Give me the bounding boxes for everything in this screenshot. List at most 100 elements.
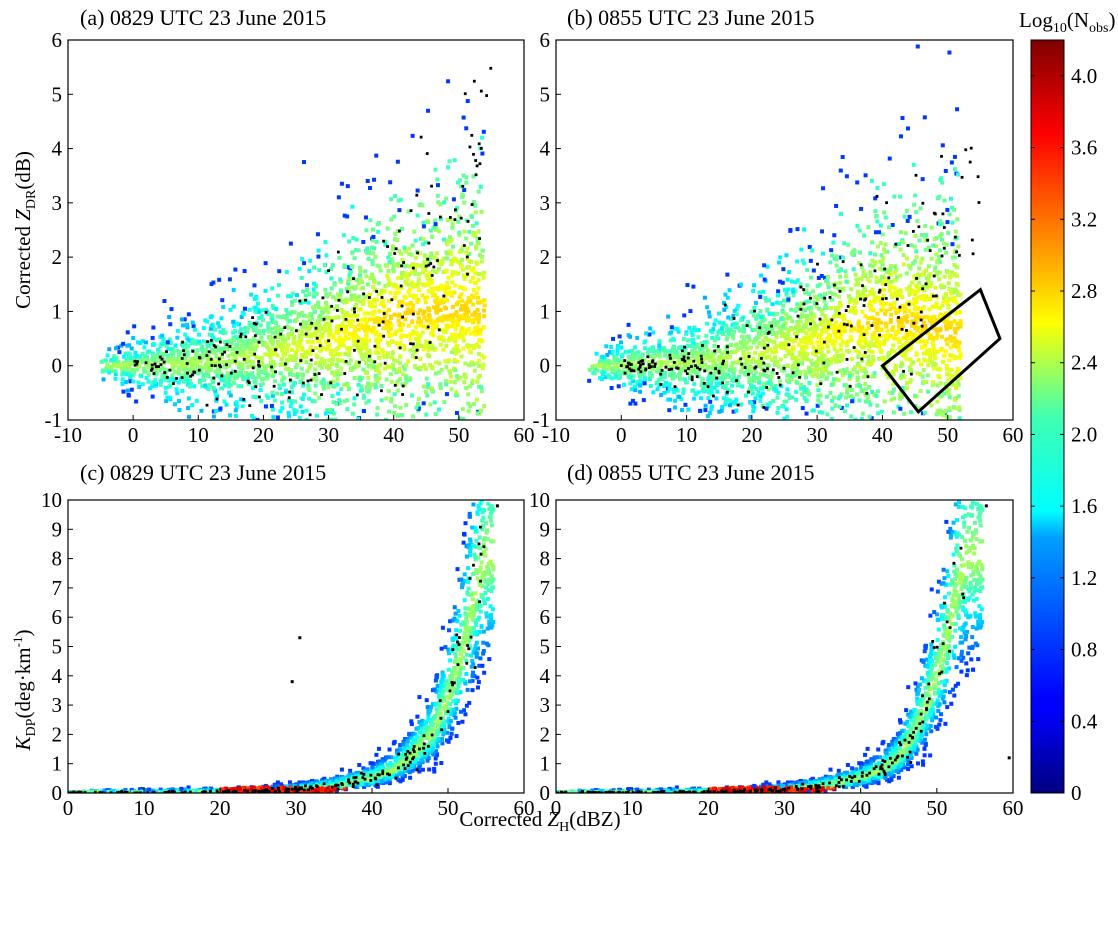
data-point	[748, 345, 753, 350]
data-point	[393, 237, 398, 242]
data-point	[441, 347, 446, 352]
data-point	[802, 261, 807, 266]
data-point	[416, 396, 421, 401]
data-point	[422, 384, 427, 389]
data-point	[114, 355, 119, 360]
data-point	[691, 351, 696, 356]
data-point	[928, 333, 933, 338]
data-point	[863, 382, 868, 387]
data-point	[323, 308, 328, 313]
data-point	[109, 365, 114, 370]
data-point	[888, 267, 893, 272]
data-point	[336, 391, 341, 396]
data-point	[811, 373, 816, 378]
mean-point	[279, 332, 283, 336]
data-point	[414, 283, 419, 288]
data-point	[452, 158, 457, 163]
data-point	[793, 355, 798, 360]
data-point	[705, 339, 710, 344]
data-point	[389, 379, 394, 384]
data-point	[823, 317, 828, 322]
mean-point	[357, 360, 361, 364]
mean-point	[429, 262, 433, 265]
data-point	[929, 316, 934, 321]
data-point	[873, 317, 878, 322]
data-point	[328, 408, 333, 413]
data-point	[681, 387, 686, 392]
data-point	[264, 393, 269, 398]
data-point	[418, 236, 423, 241]
data-point	[123, 360, 128, 365]
data-point	[749, 401, 754, 406]
data-point	[781, 303, 786, 308]
data-point	[880, 262, 885, 267]
data-point	[310, 316, 315, 321]
data-point	[760, 353, 765, 358]
data-point	[457, 249, 462, 254]
data-point	[937, 194, 942, 199]
data-point	[366, 256, 371, 261]
data-point	[327, 326, 332, 331]
data-point	[905, 333, 910, 338]
data-point	[393, 231, 398, 236]
data-point	[799, 339, 804, 344]
data-point	[601, 365, 606, 370]
data-point	[851, 326, 856, 331]
data-point	[146, 359, 151, 364]
data-point	[900, 116, 905, 121]
data-point	[243, 371, 248, 376]
data-point	[737, 358, 742, 363]
data-point	[163, 377, 168, 382]
data-point	[234, 400, 239, 405]
data-point	[724, 391, 729, 396]
data-point	[896, 404, 901, 409]
data-point	[776, 293, 781, 298]
data-point	[441, 338, 446, 343]
data-point	[943, 168, 948, 173]
data-point	[453, 339, 458, 344]
data-point	[730, 390, 735, 395]
data-point	[754, 316, 759, 321]
data-point	[395, 413, 400, 418]
data-point	[882, 358, 887, 363]
mean-point	[233, 359, 237, 363]
data-point	[367, 348, 372, 353]
data-point	[752, 283, 757, 288]
data-point	[313, 346, 318, 351]
data-point	[460, 267, 465, 272]
data-point	[262, 371, 267, 376]
data-point	[783, 321, 788, 326]
data-point	[297, 415, 302, 420]
data-point	[839, 255, 844, 260]
data-point	[431, 346, 436, 351]
data-point	[793, 325, 798, 330]
data-point	[832, 346, 837, 351]
data-point	[304, 283, 309, 288]
data-point	[278, 329, 283, 334]
data-point	[427, 313, 432, 318]
data-point	[943, 292, 948, 297]
data-point	[354, 237, 359, 242]
data-point	[436, 308, 441, 313]
data-point	[939, 334, 944, 339]
data-point	[947, 406, 952, 411]
data-point	[671, 353, 676, 358]
data-point	[354, 302, 359, 307]
data-point	[475, 411, 480, 416]
data-point	[350, 318, 355, 323]
data-point	[113, 369, 118, 374]
data-point	[186, 367, 191, 372]
data-point	[860, 411, 865, 416]
data-point	[958, 324, 963, 329]
data-point	[364, 274, 369, 279]
data-point	[615, 360, 620, 365]
data-point	[322, 361, 327, 366]
data-point	[305, 339, 310, 344]
data-point	[818, 282, 823, 287]
data-point	[182, 346, 187, 351]
data-point	[397, 361, 402, 366]
data-point	[124, 372, 129, 377]
data-point	[928, 355, 933, 360]
data-point	[729, 316, 734, 321]
